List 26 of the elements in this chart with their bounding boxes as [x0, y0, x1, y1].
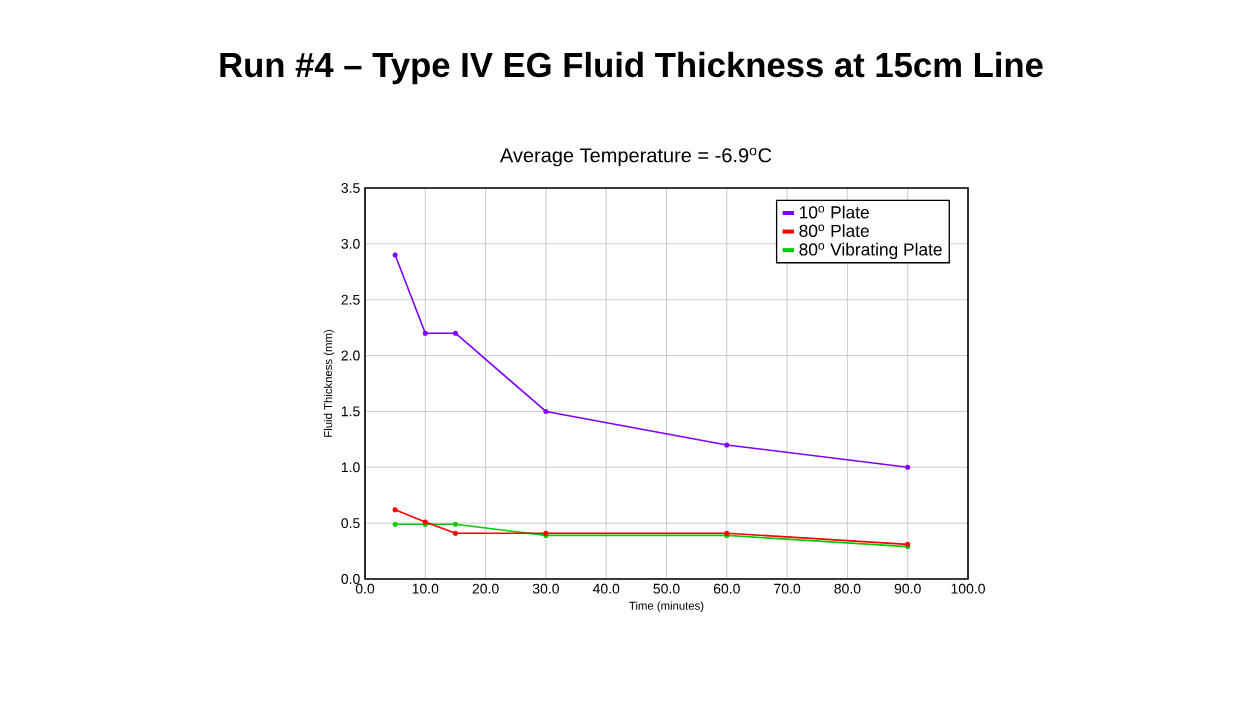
legend-label: 10$^{o}$ Plate: [799, 205, 869, 219]
y-tick-label: 1.0: [341, 462, 360, 473]
x-tick-label: 50.0: [653, 583, 680, 594]
chart-title: Run #4 – Type IV EG Fluid Thickness at 15cm Line: [220, 51, 1043, 85]
x-tick-label: 20.0: [472, 583, 499, 594]
x-tick-label: 80.0: [834, 583, 861, 594]
legend-label: 80$^{o}$ Vibrating Plate: [799, 242, 942, 259]
x-tick-label: 30.0: [532, 583, 559, 594]
y-tick-label: 2.0: [341, 350, 360, 361]
y-tick-label: 0.0: [341, 574, 360, 584]
x-tick-label: 10.0: [412, 583, 439, 594]
x-tick-label: 70.0: [774, 583, 801, 594]
y-axis-title: Fluid Thickness (mm): [323, 330, 335, 437]
x-tick-label: 60.0: [713, 583, 740, 594]
y-tick-label: 3.0: [341, 238, 360, 249]
y-tick-label: 3.5: [341, 183, 360, 193]
y-tick-label: 2.5: [341, 294, 360, 305]
x-tick-label: 0.0: [355, 583, 375, 594]
x-tick-label: 40.0: [592, 583, 620, 594]
chart-subtitle: Average Temperature = -6.9$^{o}$C: [500, 147, 772, 167]
x-tick-label: 100.0: [951, 583, 985, 594]
y-tick-label: 0.5: [341, 518, 360, 529]
x-tick-label: 90.0: [894, 583, 921, 594]
legend-label: 80$^{o}$ Plate: [799, 224, 869, 238]
x-axis-title: Time (minutes): [629, 601, 704, 612]
y-tick-label: 1.5: [341, 406, 360, 417]
